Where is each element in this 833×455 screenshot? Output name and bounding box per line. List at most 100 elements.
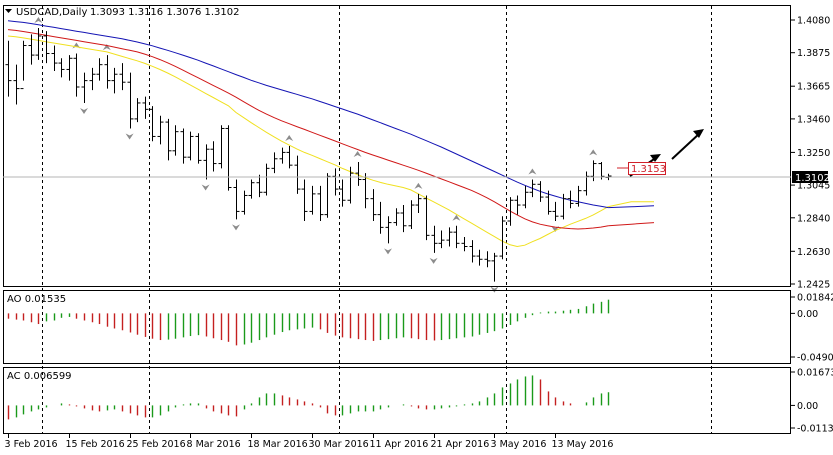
ac-title: AC 0.006599 bbox=[7, 371, 72, 382]
ohlc-bar bbox=[377, 201, 384, 234]
ohlc-bar bbox=[317, 185, 324, 221]
fractal-down-icon bbox=[125, 133, 134, 140]
time-axis[interactable]: 3 Feb 2016 15 Feb 2016 25 Feb 2016 8 Mar 20… bbox=[5, 434, 614, 450]
ohlc-bar bbox=[286, 146, 293, 169]
ohlc-bar bbox=[408, 200, 415, 229]
price-box-label: 1.3153 bbox=[631, 164, 666, 175]
ohlc-bar bbox=[385, 216, 392, 244]
ohlc-bar bbox=[225, 125, 232, 191]
ohlc-bar bbox=[233, 179, 240, 220]
ohlc-bar bbox=[453, 225, 460, 249]
time-axis-label: 8 Mar 2016 bbox=[187, 439, 241, 450]
fractals bbox=[34, 16, 598, 293]
ohlc-bar bbox=[248, 179, 255, 199]
price-axis-label: 1.3250 bbox=[797, 148, 830, 159]
ao-axis-label: 0.01842 bbox=[797, 293, 833, 304]
ohlc-bar bbox=[241, 190, 248, 215]
triangle-down-icon[interactable] bbox=[5, 9, 12, 13]
ohlc-bar bbox=[545, 190, 552, 215]
ma-fast-line bbox=[7, 35, 609, 248]
fractal-up-icon bbox=[353, 150, 362, 157]
ohlc-bar bbox=[149, 106, 156, 142]
price-axis-label: 1.2840 bbox=[797, 213, 830, 224]
ac-axis-label: 0.016732 bbox=[797, 368, 833, 379]
ao-panel[interactable]: AO 0.01535 bbox=[3, 290, 791, 364]
fractal-down-icon bbox=[232, 224, 240, 231]
ohlc-bar bbox=[431, 225, 438, 253]
symbol-header[interactable]: USDCAD,Daily 1.3093 1.3116 1.3076 1.3102 bbox=[5, 7, 240, 18]
fractal-up-icon bbox=[589, 149, 598, 156]
fractal-down-icon bbox=[80, 107, 88, 114]
ohlc-bar bbox=[5, 40, 12, 97]
ma-slow-line bbox=[7, 20, 609, 209]
ohlc-bars bbox=[5, 27, 612, 282]
price-axis-label: 1.3460 bbox=[797, 114, 830, 125]
current-price-tag: 1.3102 bbox=[792, 171, 830, 184]
time-axis-label: 25 Feb 2016 bbox=[127, 439, 186, 450]
ao-axis: 0.01842 0.00 -0.04908 bbox=[791, 293, 833, 364]
price-panel-frame bbox=[3, 5, 791, 287]
ohlc-bar bbox=[279, 147, 286, 164]
ohlc-bar bbox=[28, 34, 35, 65]
ohlc-bar bbox=[529, 179, 536, 198]
fractal-up-icon bbox=[285, 135, 294, 142]
price-axis-label: 1.4080 bbox=[797, 16, 830, 27]
time-axis-label: 15 Feb 2016 bbox=[66, 439, 125, 450]
time-axis-label: 18 Mar 2016 bbox=[248, 439, 308, 450]
ohlc-bar bbox=[575, 185, 582, 207]
time-axis-label: 3 May 2016 bbox=[491, 439, 547, 450]
ohlc-bar bbox=[157, 115, 164, 145]
time-axis-label: 30 Mar 2016 bbox=[309, 439, 369, 450]
ohlc-bar bbox=[347, 166, 354, 204]
price-box-marker[interactable]: 1.3153 bbox=[617, 162, 666, 176]
ohlc-bar bbox=[355, 161, 362, 186]
ohlc-bar bbox=[590, 160, 597, 182]
period-separators bbox=[42, 6, 712, 433]
ohlc-bar bbox=[187, 131, 194, 161]
ohlc-bar bbox=[294, 155, 301, 194]
fractal-down-icon bbox=[429, 257, 438, 264]
price-axis[interactable]: 1.4080 1.3875 1.3665 1.3460 1.3250 1.3045 1.28… bbox=[791, 16, 830, 291]
ac-axis-label: -0.01131 bbox=[797, 424, 833, 435]
price-panel[interactable]: 1.3153 USDCAD,Daily 1.3093 1.3116 1.3076… bbox=[3, 5, 791, 293]
price-axis-label: 1.2630 bbox=[797, 247, 830, 258]
ohlc-bar bbox=[537, 181, 544, 202]
ohlc-bar bbox=[127, 72, 134, 129]
forecast-arrow-2-head bbox=[693, 129, 704, 138]
price-axis-label: 1.3665 bbox=[797, 82, 830, 93]
ma-mid-line-projection bbox=[608, 222, 655, 227]
price-axis-label: 1.2425 bbox=[797, 280, 830, 291]
ac-panel[interactable]: AC 0.006599 bbox=[3, 367, 791, 434]
ohlc-bar bbox=[309, 185, 316, 215]
ohlc-bar bbox=[438, 230, 445, 249]
fractal-up-icon bbox=[414, 182, 423, 189]
ohlc-bar bbox=[142, 96, 149, 119]
ohlc-bar bbox=[20, 40, 27, 90]
ohlc-bar bbox=[461, 236, 468, 252]
ohlc-bar bbox=[81, 72, 88, 103]
symbol-name: USDCAD,Daily bbox=[16, 7, 87, 18]
ohlc-bar bbox=[301, 179, 308, 221]
moving-averages bbox=[7, 20, 655, 248]
ohlc-bar bbox=[104, 55, 111, 89]
price-axis-label: 1.3045 bbox=[797, 181, 830, 192]
ohlc-bar bbox=[89, 67, 96, 91]
ohlc-bar bbox=[567, 190, 574, 209]
ohlc-bar bbox=[484, 251, 491, 268]
ao-histogram bbox=[7, 299, 610, 346]
ohlc-bar bbox=[134, 98, 141, 123]
price-box[interactable] bbox=[628, 162, 666, 175]
ao-title: AO 0.01535 bbox=[7, 294, 66, 305]
ohlc-bar bbox=[66, 55, 73, 81]
ohlc-bar bbox=[324, 173, 331, 218]
ac-axis-label: 0.00 bbox=[797, 401, 818, 412]
ohlc-bar bbox=[96, 58, 103, 81]
current-price-tag-label: 1.3102 bbox=[795, 173, 830, 184]
fractal-down-icon bbox=[201, 184, 210, 191]
ohlc-bar bbox=[499, 216, 506, 260]
ohlc-bar bbox=[476, 249, 483, 266]
ohlc-bar bbox=[393, 208, 400, 226]
price-axis-label: 1.3875 bbox=[797, 48, 830, 59]
ohlc-bar bbox=[256, 174, 263, 198]
